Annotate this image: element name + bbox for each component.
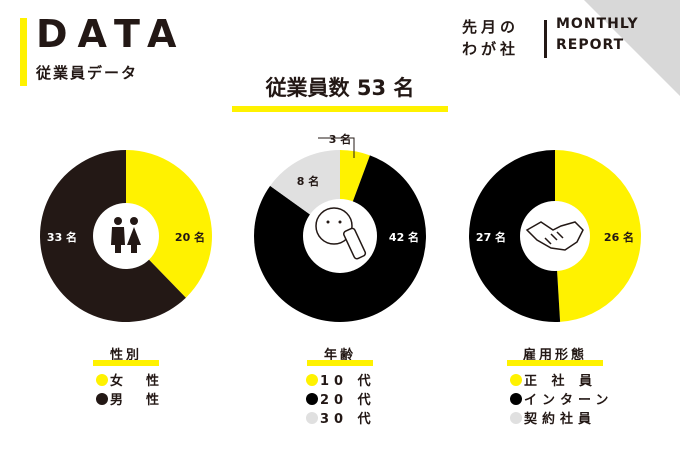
corner-decoration (584, 0, 680, 96)
legend3-title: 雇用形態 (522, 348, 587, 363)
report-label-en: MONTHLY REPORT (556, 14, 639, 56)
legend1-item-2: 男 性 (96, 389, 164, 408)
pie3-slice-1 (555, 150, 641, 322)
legend3-swatch-1 (510, 373, 522, 386)
headline: 従業員数 53 名 (265, 76, 415, 100)
legend2-title: 年齢 (323, 348, 356, 363)
baby-bottle-icon (315, 207, 367, 260)
headline-underline (232, 106, 448, 112)
legend2-swatch-1 (306, 373, 318, 386)
handshake-icon (525, 221, 584, 251)
legend3-label-1: 正 社 員 (524, 374, 598, 389)
legend1-swatch-1 (96, 373, 108, 386)
pie3-center (520, 201, 590, 271)
pie2-value-label-1: 3 名 (328, 133, 352, 146)
pie2-value-label-3: 8 名 (296, 175, 320, 188)
legend3-item-1: 正 社 員 (510, 370, 597, 389)
pie1-center (93, 203, 159, 269)
legend2-swatch-3 (306, 411, 318, 424)
legend2-item-3: 30 代 (306, 408, 376, 427)
pie2-value-label-2: 42 名 (388, 231, 420, 244)
legend1-label-1: 女 性 (110, 374, 165, 389)
legend2-label-1: 10 代 (320, 374, 376, 389)
legend3-swatch-2 (510, 392, 522, 405)
legend3-label-3: 契約社員 (524, 412, 597, 427)
legend3-swatch-3 (510, 411, 522, 424)
legend2-underline (307, 360, 373, 366)
legend1-title: 性別 (109, 348, 142, 363)
pie2-center (303, 199, 377, 273)
legend3-label-2: インターン (524, 393, 614, 408)
male-female-icon (111, 217, 141, 253)
pie3-value-label-2: 27 名 (475, 231, 507, 244)
pie1-value-label-2: 33 名 (46, 231, 78, 244)
legend2-item-2: 20 代 (306, 389, 376, 408)
legend1-swatch-2 (96, 392, 108, 405)
legend3-item-2: インターン (510, 389, 613, 408)
legend3-item-3: 契約社員 (510, 408, 596, 427)
pie2-leader-line (318, 137, 355, 158)
title-accent-bar (20, 18, 27, 86)
report-divider (544, 20, 547, 58)
pie1-slice-1 (126, 150, 212, 298)
pie3-slice-2 (468, 150, 561, 323)
legend3-underline (507, 360, 603, 366)
report-label-jp-line2: わが社 (462, 40, 520, 58)
legend2-item-1: 10 代 (306, 370, 376, 389)
legend2-swatch-2 (306, 392, 318, 405)
pie1-value-label-1: 20 名 (174, 231, 206, 244)
legend2-label-2: 20 代 (320, 393, 376, 408)
legend1-label-2: 男 性 (110, 393, 165, 408)
legend1-underline (93, 360, 159, 366)
report-label-jp: 先月の わが社 (462, 16, 519, 60)
report-label-en-line2: REPORT (556, 37, 625, 53)
legend1-item-1: 女 性 (96, 370, 164, 389)
report-label-jp-line1: 先月の (462, 18, 520, 36)
report-label-en-line1: MONTHLY (556, 16, 639, 32)
page-subtitle: 従業員データ (36, 64, 139, 82)
legend2-label-3: 30 代 (320, 412, 376, 427)
page-title: DATA (36, 12, 187, 56)
pie3-value-label-1: 26 名 (603, 231, 635, 244)
